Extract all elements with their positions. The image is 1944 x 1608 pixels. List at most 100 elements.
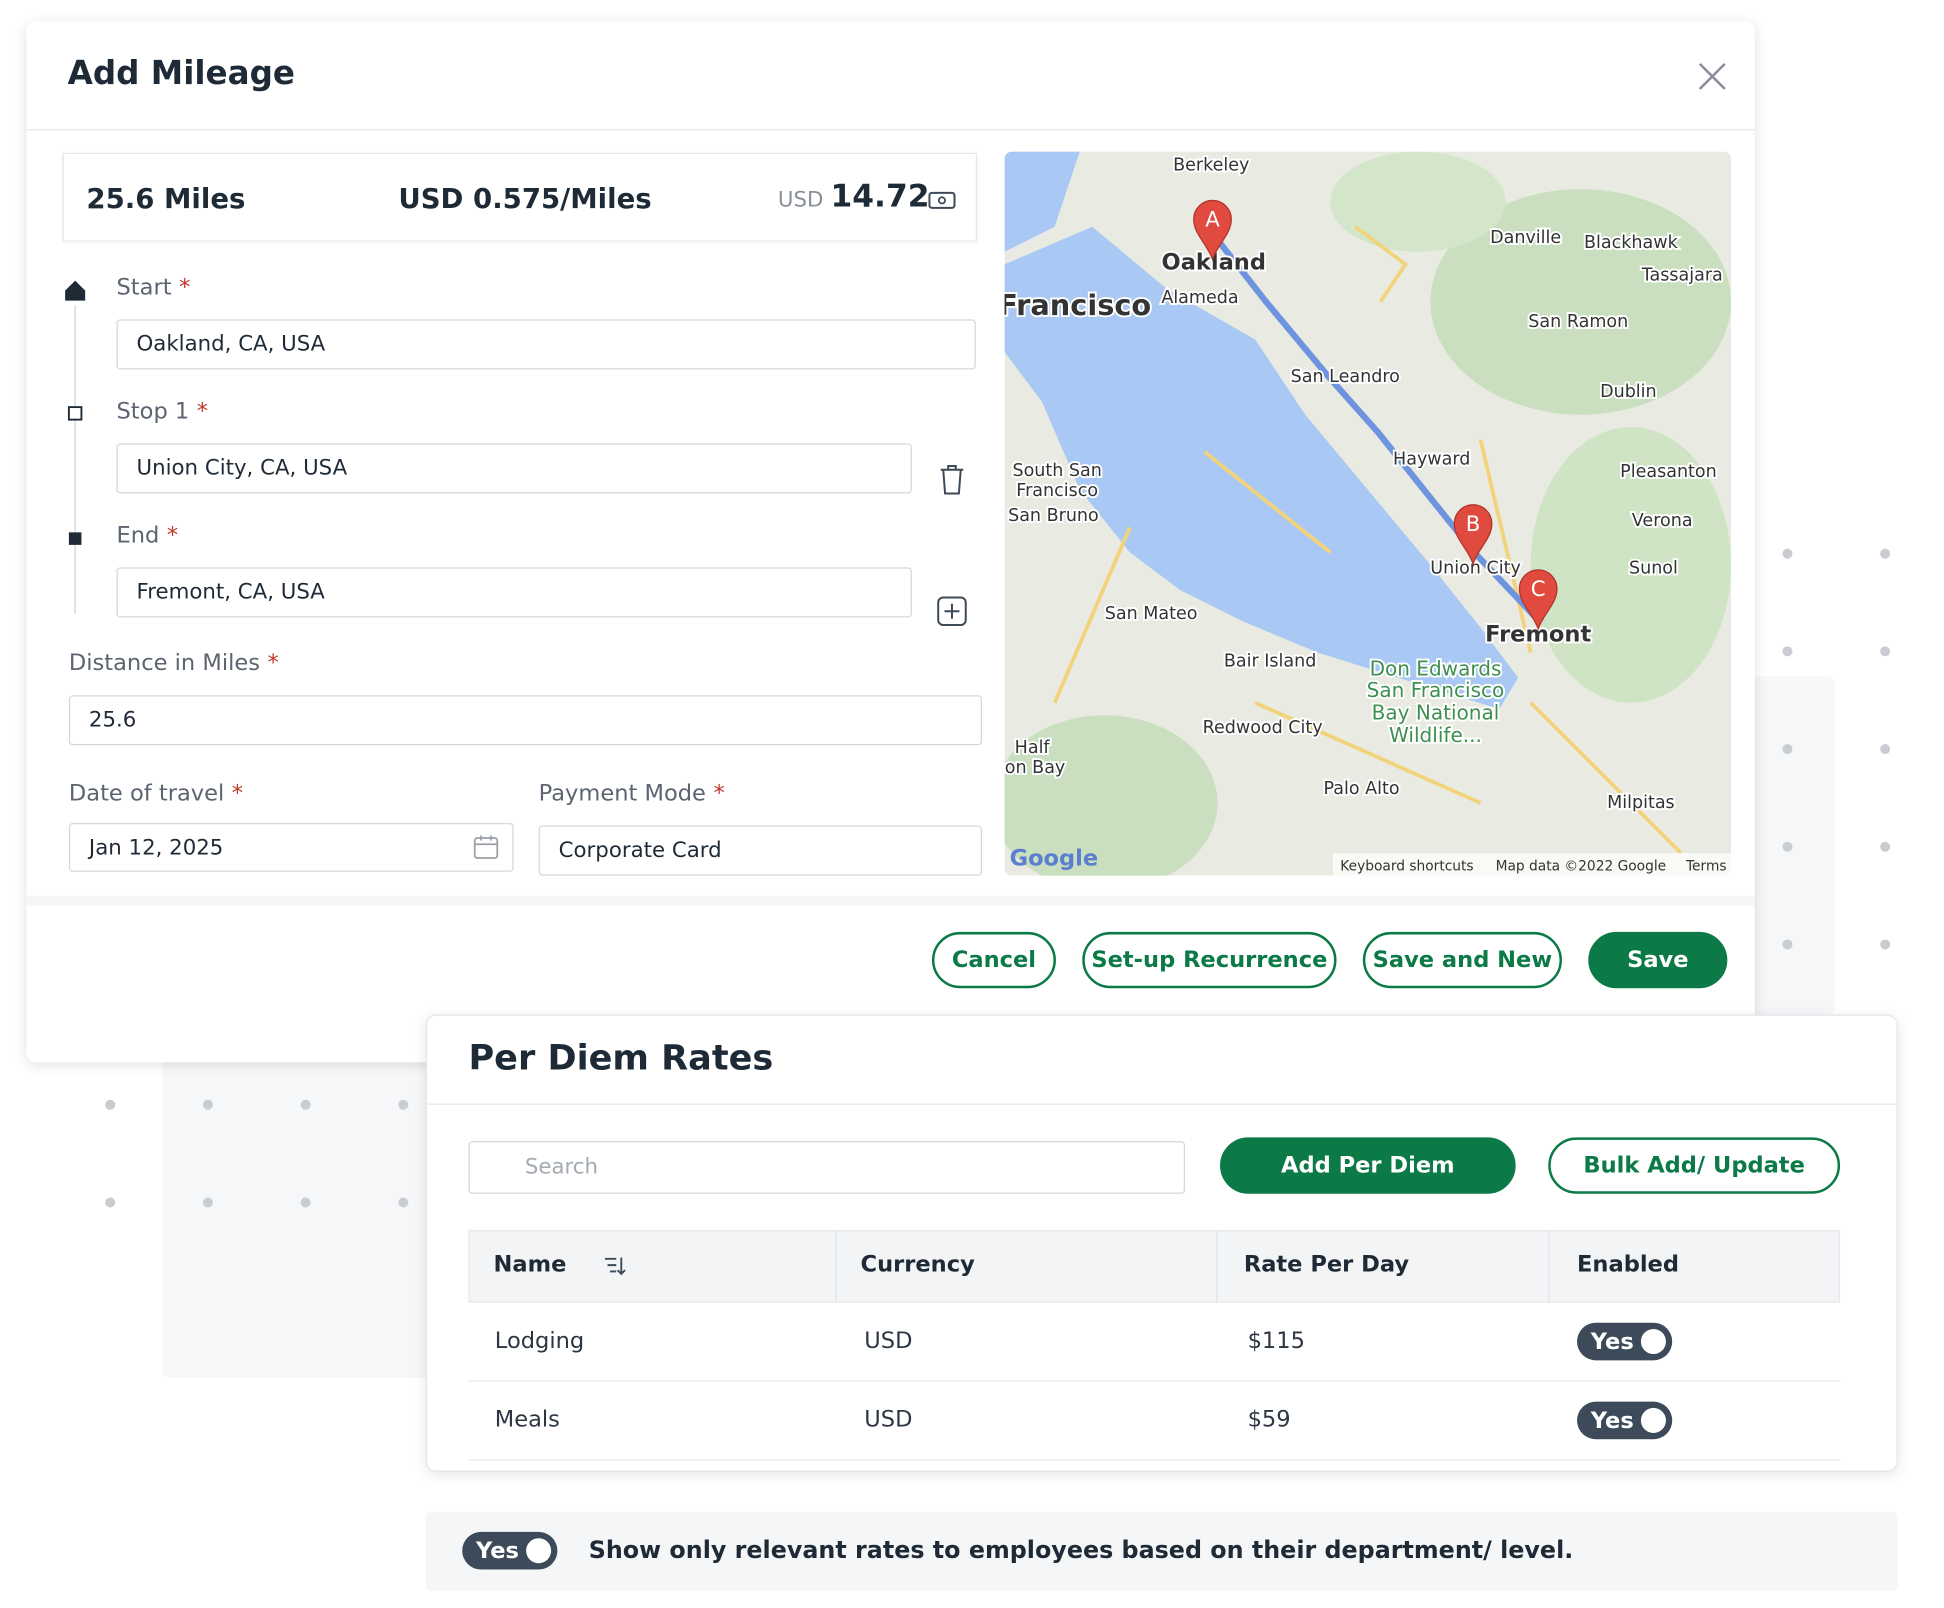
row-divider	[468, 1380, 1841, 1382]
add-stop-icon[interactable]	[937, 596, 967, 627]
map-label: San Ramon	[1528, 312, 1628, 332]
column-header: Name	[493, 1251, 567, 1278]
add-per-diem-button[interactable]: Add Per Diem	[1220, 1137, 1516, 1194]
modal-title: Add Mileage	[67, 55, 296, 93]
map-label: Sunol	[1629, 559, 1678, 579]
map-label: Milpitas	[1607, 793, 1675, 813]
map-label: Blackhawk	[1584, 233, 1679, 253]
end-input[interactable]: Fremont, CA, USA	[116, 567, 912, 618]
dot	[1880, 744, 1891, 755]
toggle[interactable]: Yes	[462, 1531, 558, 1570]
dot	[1880, 841, 1891, 852]
label-text: Payment Mode	[538, 780, 706, 807]
dot	[202, 1099, 213, 1110]
delete-icon[interactable]	[938, 463, 966, 496]
dot	[1782, 939, 1793, 950]
card-title: Per Diem Rates	[468, 1037, 774, 1079]
rate: USD 0.575/Miles	[398, 184, 652, 216]
map-label: Palo Alto	[1324, 779, 1400, 799]
field-label: Date of travel *	[69, 780, 243, 806]
marker-label: C	[1531, 577, 1546, 602]
map-label: Verona	[1632, 511, 1693, 531]
table-cell: USD	[864, 1327, 913, 1355]
close-icon[interactable]	[1697, 61, 1727, 91]
dot	[398, 1197, 409, 1208]
dot	[1782, 744, 1793, 755]
dot	[1782, 841, 1793, 852]
required-mark: *	[713, 780, 725, 807]
distance-input[interactable]: 25.6	[68, 695, 983, 746]
search-input[interactable]: Search	[468, 1141, 1185, 1194]
map-marker	[1193, 199, 1232, 262]
dot	[398, 1099, 409, 1110]
field-label: Start *	[116, 274, 190, 300]
map-footer: Map data ©2022 Google	[1496, 859, 1667, 875]
modal-button[interactable]: Set-up Recurrence	[1082, 931, 1337, 989]
dot	[300, 1099, 311, 1110]
toggle[interactable]: Yes	[1577, 1322, 1673, 1361]
summary-box	[62, 152, 978, 242]
map-label: Pleasanton	[1620, 462, 1717, 482]
map-label: Alameda	[1161, 288, 1238, 308]
table-cell: Meals	[494, 1406, 560, 1433]
map-label: San Francisco	[1367, 678, 1505, 702]
required-mark: *	[231, 780, 244, 807]
modal-button[interactable]: Save	[1588, 931, 1728, 989]
marker-label: B	[1466, 512, 1481, 537]
divider	[427, 1103, 1897, 1105]
map-label: Hayward	[1393, 450, 1470, 470]
setting-text: Show only relevant rates to employees ba…	[588, 1536, 1574, 1565]
field-label: End *	[116, 522, 178, 548]
start-input[interactable]: Oakland, CA, USA	[116, 319, 976, 370]
map-label: San Leandro	[1291, 367, 1400, 387]
column-divider	[835, 1230, 837, 1303]
map-label: Tassajara	[1641, 266, 1723, 286]
footer-separator	[26, 895, 1755, 906]
route-timeline	[65, 280, 86, 614]
calendar-icon[interactable]	[473, 834, 499, 859]
modal-button[interactable]: Save and New	[1362, 931, 1562, 989]
dot	[1782, 646, 1793, 657]
dot	[1880, 939, 1891, 950]
map-label: San Mateo	[1105, 604, 1198, 624]
bulk-button[interactable]: Bulk Add/ Update	[1548, 1137, 1841, 1194]
stop-input[interactable]: Union City, CA, USA	[116, 443, 912, 494]
label-text: Date of travel	[68, 780, 225, 807]
map-label: Union City	[1430, 559, 1521, 579]
dot	[202, 1197, 213, 1208]
required-mark: *	[196, 398, 209, 425]
table-cell: $115	[1247, 1327, 1305, 1355]
table-cell: $59	[1247, 1406, 1291, 1433]
map-marker	[1518, 569, 1558, 631]
map-footer: Terms	[1685, 859, 1727, 875]
required-mark: *	[166, 522, 179, 549]
map-label: Redwood City	[1203, 718, 1323, 738]
currency: USD	[777, 187, 824, 213]
map-label: Berkeley	[1173, 155, 1249, 175]
dot	[105, 1197, 116, 1208]
table-header	[468, 1230, 1841, 1303]
map-label: Wildlife...	[1389, 723, 1482, 747]
map-label: Don Edwards	[1370, 657, 1502, 681]
column-header: Currency	[860, 1251, 975, 1278]
field-label: Payment Mode *	[539, 780, 725, 806]
date-input[interactable]: Jan 12, 2025	[68, 822, 514, 872]
column-header: Rate Per Day	[1243, 1251, 1410, 1278]
label-text: Start	[116, 274, 172, 301]
total: 14.72	[830, 177, 930, 215]
dot	[300, 1197, 311, 1208]
column-divider	[1548, 1230, 1550, 1303]
modal-button[interactable]: Cancel	[931, 931, 1056, 989]
map-label: South San	[1012, 461, 1101, 481]
map-footer-bg	[1332, 853, 1732, 876]
toggle[interactable]: Yes	[1577, 1401, 1673, 1440]
divider	[26, 129, 1755, 131]
marker-label: A	[1205, 207, 1220, 232]
field-label: Stop 1 *	[116, 398, 208, 424]
payment-input[interactable]: Corporate Card	[538, 825, 983, 876]
table-cell: Lodging	[494, 1327, 585, 1355]
sort-icon[interactable]	[603, 1255, 628, 1278]
map-label: Bair Island	[1224, 651, 1317, 671]
